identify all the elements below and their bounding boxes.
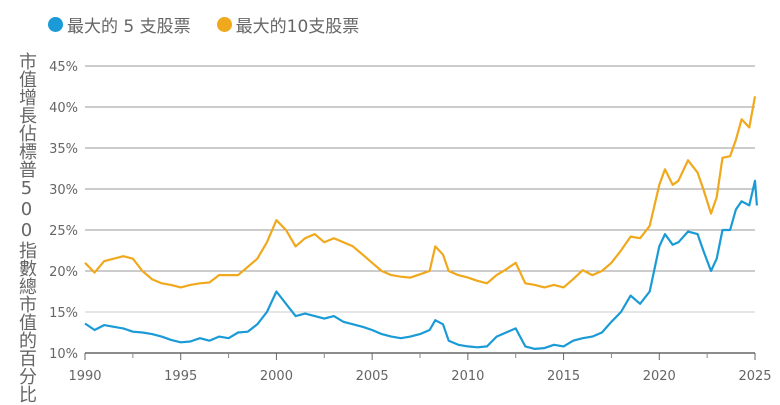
x-tick-label: 2000 — [260, 369, 293, 384]
x-tick-label: 2020 — [643, 369, 676, 384]
legend-swatch-top10 — [216, 17, 232, 32]
y-tick-label: 15% — [49, 306, 78, 321]
x-tick-label: 1990 — [68, 369, 101, 384]
y-tick-label: 45% — [49, 60, 78, 75]
legend-label-top5: 最大的 5 支股票 — [67, 17, 191, 37]
x-tick-label: 2010 — [451, 369, 484, 384]
y-tick-label: 35% — [49, 142, 78, 157]
y-tick-label: 10% — [49, 347, 78, 362]
x-tick-label: 2025 — [738, 369, 771, 384]
x-tick-label: 1995 — [164, 369, 197, 384]
y-axis-label: 市值增長佔標普500指數總市值的百分比 — [16, 52, 37, 403]
x-tick-label: 2015 — [547, 369, 580, 384]
legend: 最大的 5 支股票 最大的10支股票 — [48, 12, 359, 37]
y-tick-label: 40% — [49, 101, 78, 116]
series-line-top5 — [84, 179, 758, 350]
y-tick-label: 25% — [49, 224, 78, 239]
legend-label-top10: 最大的10支股票 — [235, 17, 360, 37]
y-tick-label: 20% — [49, 265, 78, 280]
x-tick-label: 2005 — [356, 369, 389, 384]
legend-item-top10: 最大的10支股票 — [216, 12, 360, 37]
legend-item-top5: 最大的 5 支股票 — [48, 12, 191, 37]
legend-swatch-top5 — [48, 17, 63, 32]
y-tick-label: 30% — [49, 183, 78, 198]
series-line-top10 — [84, 96, 757, 289]
